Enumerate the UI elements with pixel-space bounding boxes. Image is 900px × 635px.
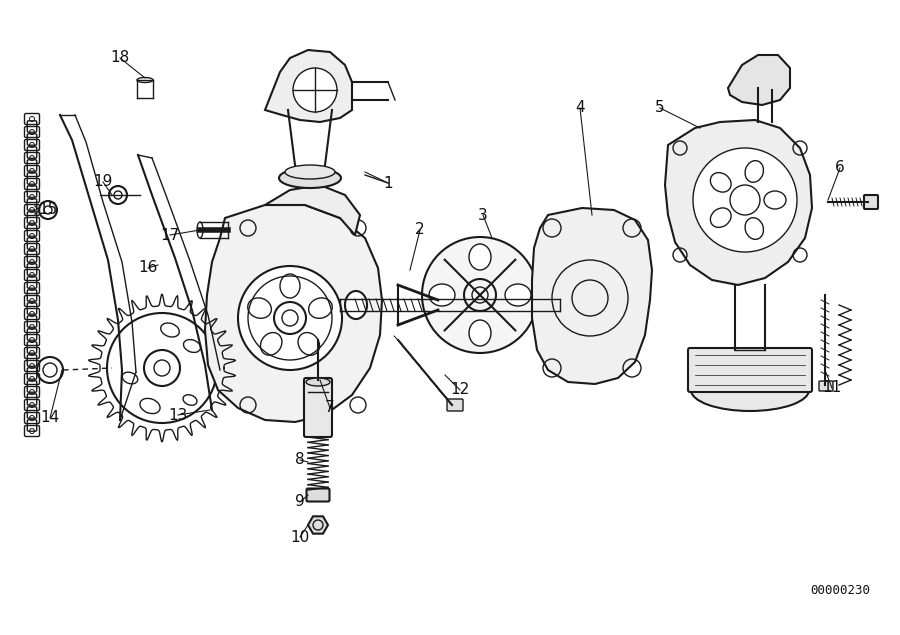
Ellipse shape xyxy=(309,298,332,318)
FancyBboxPatch shape xyxy=(447,399,463,411)
Ellipse shape xyxy=(429,284,455,306)
Text: 11: 11 xyxy=(823,380,842,396)
Text: 00000230: 00000230 xyxy=(810,584,870,596)
Text: 5: 5 xyxy=(655,100,665,116)
Ellipse shape xyxy=(280,274,300,298)
Ellipse shape xyxy=(306,378,330,386)
Ellipse shape xyxy=(285,165,335,179)
Text: 14: 14 xyxy=(40,410,59,425)
Text: 6: 6 xyxy=(835,161,845,175)
Text: 18: 18 xyxy=(111,51,130,65)
Ellipse shape xyxy=(745,218,763,239)
Text: 4: 4 xyxy=(575,100,585,116)
Ellipse shape xyxy=(248,298,272,318)
Polygon shape xyxy=(728,55,790,105)
Text: 15: 15 xyxy=(39,203,58,218)
Ellipse shape xyxy=(469,320,491,346)
Circle shape xyxy=(693,148,797,252)
Text: 2: 2 xyxy=(415,222,425,237)
FancyBboxPatch shape xyxy=(307,488,329,502)
Text: 16: 16 xyxy=(139,260,158,276)
Polygon shape xyxy=(265,185,360,235)
Polygon shape xyxy=(665,120,812,285)
Ellipse shape xyxy=(469,244,491,270)
Text: 10: 10 xyxy=(291,530,310,544)
Text: 12: 12 xyxy=(450,382,470,398)
Ellipse shape xyxy=(279,168,341,188)
Ellipse shape xyxy=(745,161,763,182)
Ellipse shape xyxy=(298,333,320,355)
Ellipse shape xyxy=(691,369,809,411)
Ellipse shape xyxy=(710,173,731,192)
Circle shape xyxy=(293,68,337,112)
Text: 9: 9 xyxy=(295,495,305,509)
FancyBboxPatch shape xyxy=(864,195,878,209)
Text: 7: 7 xyxy=(325,401,335,415)
Text: 17: 17 xyxy=(160,227,180,243)
Ellipse shape xyxy=(710,208,731,227)
Polygon shape xyxy=(532,208,652,384)
Text: 8: 8 xyxy=(295,453,305,467)
Ellipse shape xyxy=(764,191,786,209)
Ellipse shape xyxy=(505,284,531,306)
FancyBboxPatch shape xyxy=(688,348,812,392)
Text: 1: 1 xyxy=(383,175,392,190)
Polygon shape xyxy=(205,205,382,422)
FancyBboxPatch shape xyxy=(304,378,332,437)
Polygon shape xyxy=(265,50,352,122)
Circle shape xyxy=(422,237,538,353)
Text: 13: 13 xyxy=(168,408,188,422)
FancyBboxPatch shape xyxy=(819,381,833,391)
Ellipse shape xyxy=(345,291,367,319)
Circle shape xyxy=(238,266,342,370)
Text: 3: 3 xyxy=(478,208,488,222)
Text: 19: 19 xyxy=(94,175,112,189)
Ellipse shape xyxy=(260,333,282,355)
